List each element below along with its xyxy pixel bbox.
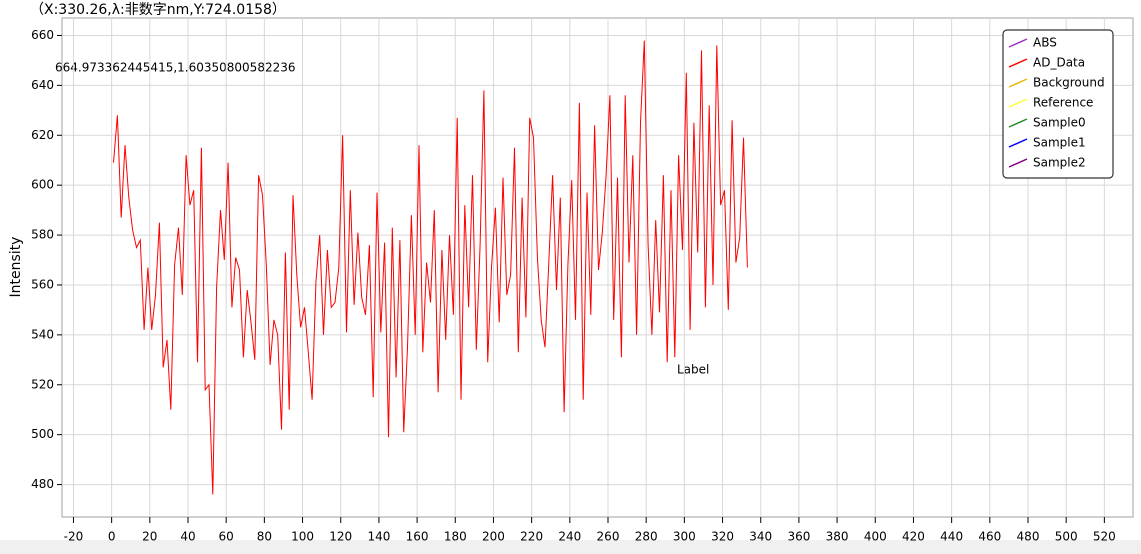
x-tick-label: 500: [1055, 530, 1078, 544]
legend-swatch: [1008, 118, 1028, 128]
legend-label: Sample2: [1033, 156, 1086, 170]
x-tick-label: 40: [180, 530, 195, 544]
y-axis-label: Intensity: [8, 237, 24, 298]
y-tick-label: 560: [31, 277, 54, 291]
x-tick-label: -20: [64, 530, 84, 544]
legend-swatch: [1008, 38, 1028, 48]
plot-area: [61, 17, 1134, 518]
y-tick-label: 620: [31, 128, 54, 142]
legend: ABS AD_Data Background Reference Sample0 Samp…: [1002, 29, 1114, 179]
legend-label: Sample0: [1033, 116, 1086, 130]
x-tick-label: 80: [257, 530, 272, 544]
y-tick-label: 500: [31, 427, 54, 441]
legend-label: Reference: [1033, 96, 1093, 110]
x-tick-label: 460: [978, 530, 1001, 544]
y-tick-label: 660: [31, 28, 54, 42]
x-tick-label: 380: [826, 530, 849, 544]
x-tick-label: 520: [1093, 530, 1116, 544]
legend-swatch: [1008, 78, 1028, 88]
y-tick-label: 580: [31, 228, 54, 242]
x-tick-label: 320: [711, 530, 734, 544]
legend-swatch: [1008, 58, 1028, 68]
x-tick-label: 100: [291, 530, 314, 544]
y-tick-label: 520: [31, 377, 54, 391]
y-tick-label: 640: [31, 78, 54, 92]
x-tick-label: 340: [749, 530, 772, 544]
x-tick-label: 220: [520, 530, 543, 544]
x-tick-label: 200: [482, 530, 505, 544]
x-tick-label: 120: [329, 530, 352, 544]
x-tick-label: 180: [444, 530, 467, 544]
x-tick-label: 440: [940, 530, 963, 544]
legend-label: Sample1: [1033, 136, 1086, 150]
grid: 480 500 520 540 560 580 600 620 640 660 -20 0 20 40 60…: [31, 18, 1133, 544]
x-tick-label: 0: [108, 530, 116, 544]
x-tick-label: 20: [142, 530, 157, 544]
legend-swatch: [1008, 138, 1028, 148]
legend-label: ABS: [1033, 36, 1057, 50]
x-tick-label: 140: [367, 530, 390, 544]
x-tick-label: 400: [864, 530, 887, 544]
y-tick-label: 600: [31, 178, 54, 192]
y-tick-label: 480: [31, 477, 54, 491]
legend-label: Background: [1033, 76, 1105, 90]
x-tick-label: 280: [635, 530, 658, 544]
annotation: 664.973362445415,1.60350800582236: [55, 61, 296, 75]
x-tick-label: 300: [673, 530, 696, 544]
x-tick-label: 360: [787, 530, 810, 544]
data-line: [113, 40, 748, 495]
x-tick-label: 60: [219, 530, 234, 544]
annotation: Label: [677, 363, 709, 377]
y-tick-label: 540: [31, 327, 54, 341]
legend-swatch: [1008, 158, 1028, 168]
marks: [113, 40, 748, 495]
x-tick-label: 240: [558, 530, 581, 544]
x-tick-label: 480: [1017, 530, 1040, 544]
legend-swatch: [1008, 98, 1028, 108]
x-tick-label: 420: [902, 530, 925, 544]
legend-label: AD_Data: [1033, 56, 1085, 70]
status-text: （X:330.26,λ:非数字nm,Y:724.0158）: [30, 2, 286, 18]
legend-box: [1002, 29, 1114, 179]
x-tick-label: 160: [406, 530, 429, 544]
x-tick-label: 260: [597, 530, 620, 544]
